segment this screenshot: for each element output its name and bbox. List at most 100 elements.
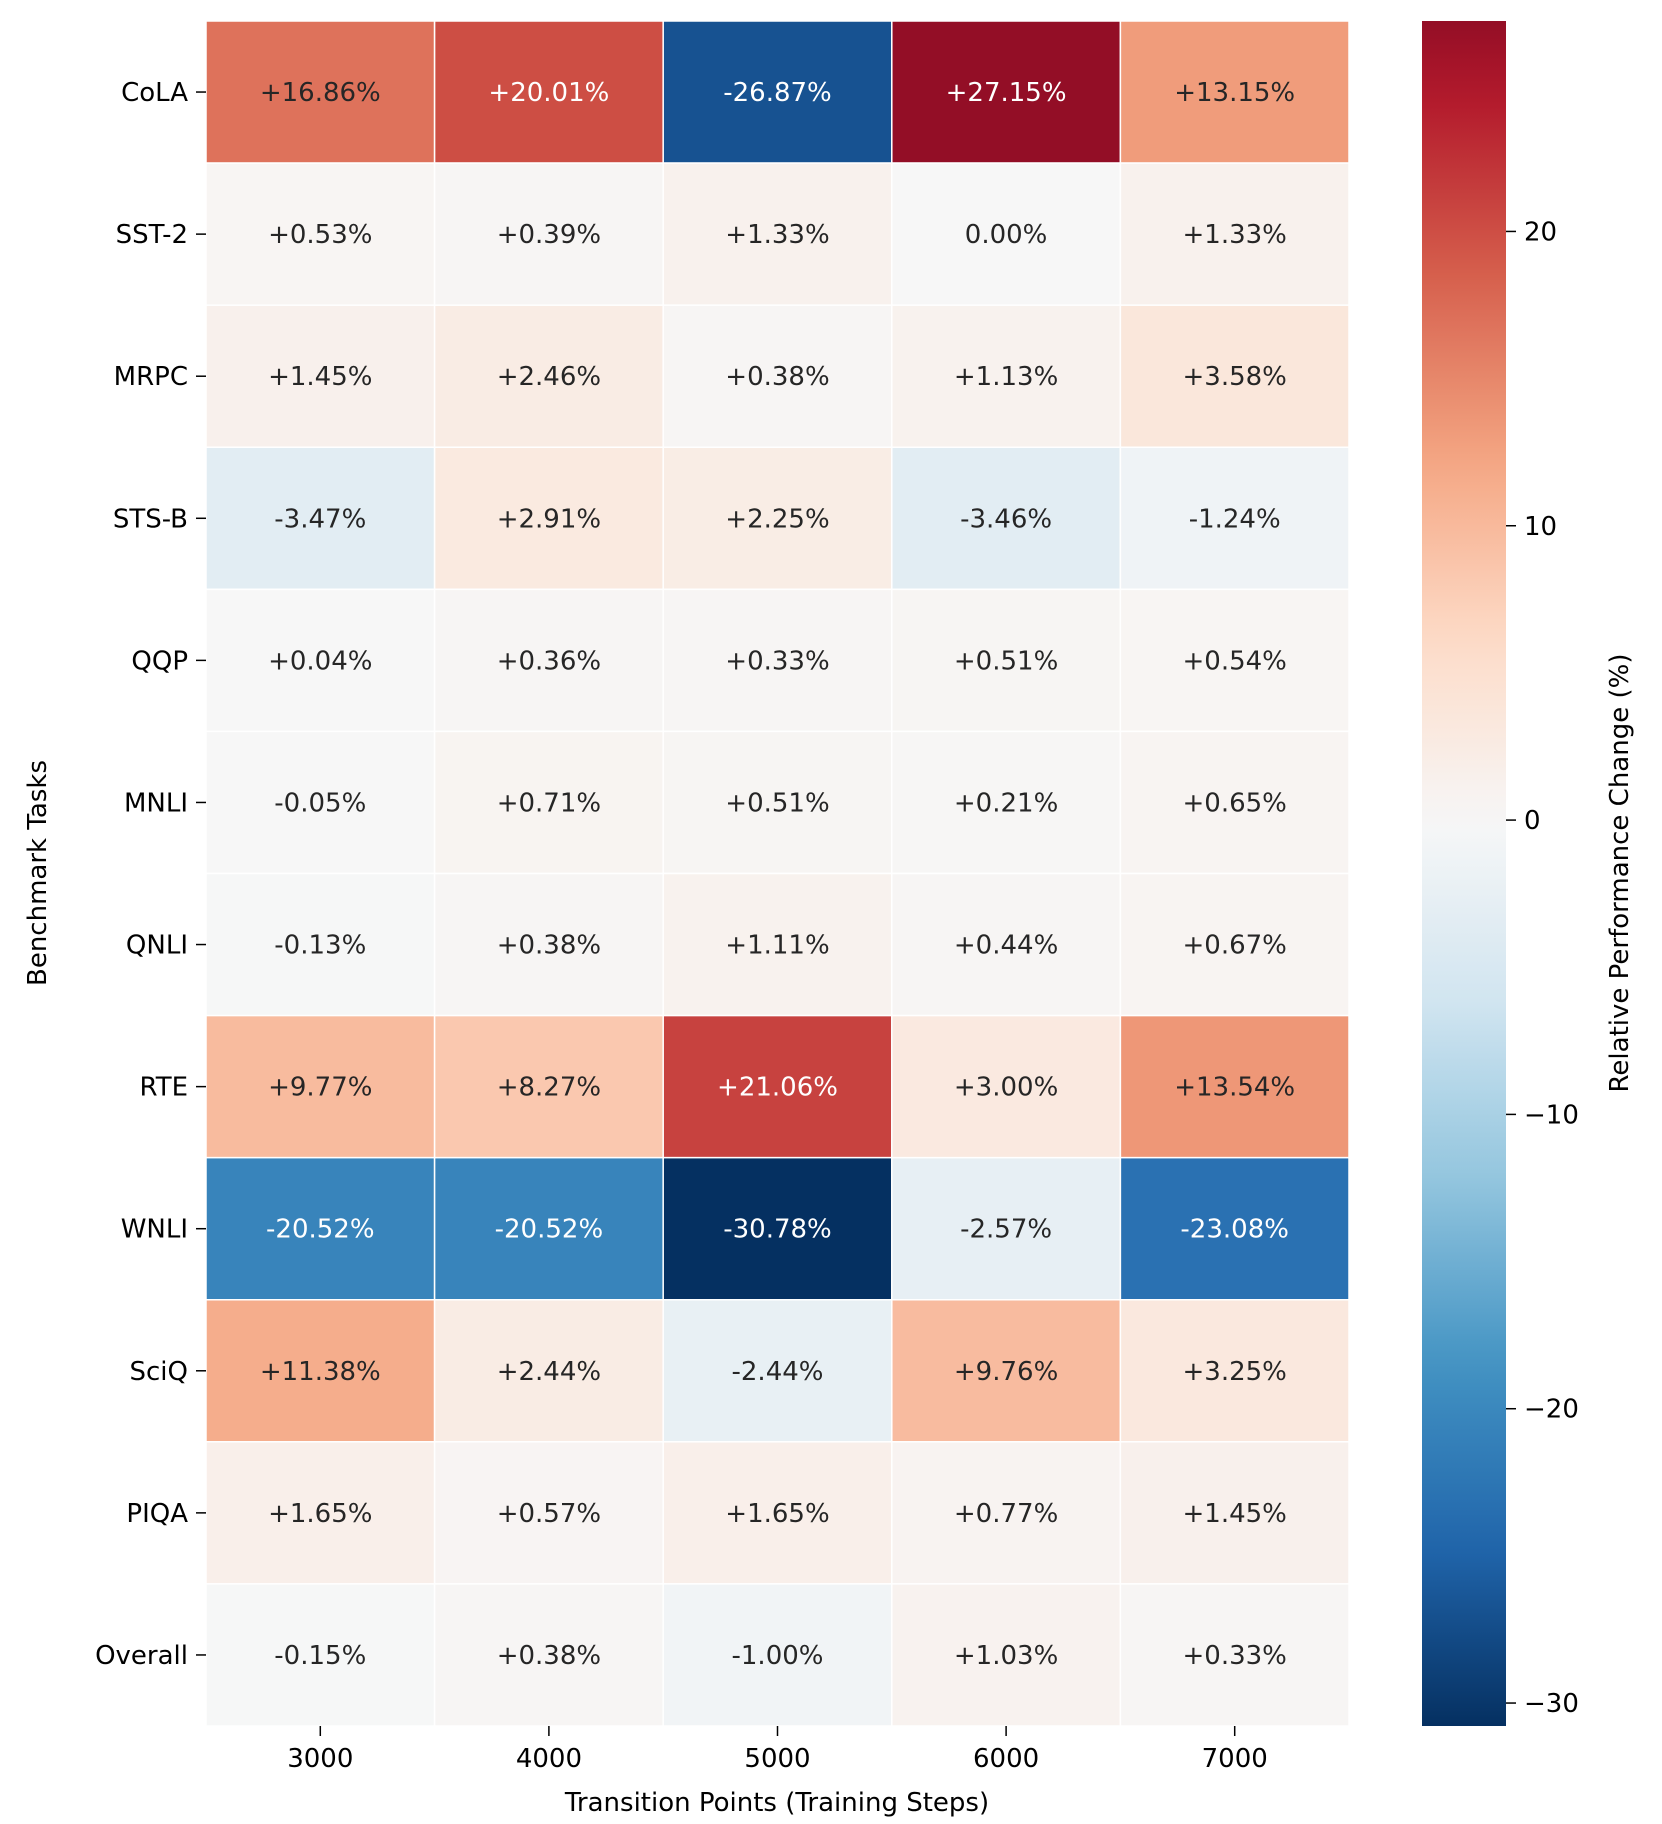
colorbar-tick-label: −10 (1524, 1100, 1579, 1130)
x-axis-ticks: 3000 4000 5000 6000 7000 (287, 1726, 1268, 1774)
heatmap-cell (433, 1299, 664, 1443)
cell-value-label: +0.39% (497, 220, 601, 250)
cell-value-label: +0.04% (268, 646, 372, 676)
cell-value-label: +1.11% (725, 931, 829, 961)
heatmap-cell (662, 446, 893, 591)
heatmap-cell (662, 304, 893, 448)
heatmap-cell (662, 1441, 893, 1585)
x-tick-label: 3000 (287, 1744, 353, 1774)
heatmap-cell (662, 730, 893, 875)
cell-value-label: -2.57% (960, 1215, 1052, 1245)
cell-value-label: +13.54% (1174, 1073, 1295, 1103)
heatmap-cell (1119, 588, 1350, 733)
x-tick-label: 5000 (744, 1744, 810, 1774)
heatmap-cell (891, 446, 1122, 591)
cell-value-label: +0.67% (1183, 931, 1287, 961)
cell-value-label: -3.47% (274, 504, 366, 534)
cell-value-label: +20.01% (488, 78, 609, 108)
cell-value-label: +1.65% (725, 1499, 829, 1529)
cell-value-label: +0.44% (954, 931, 1058, 961)
y-tick-label: RTE (140, 1073, 188, 1103)
y-tick-label: SciQ (130, 1357, 189, 1387)
heatmap-cell (1119, 872, 1350, 1017)
heatmap-cell (433, 20, 664, 164)
cell-value-label: +0.33% (725, 646, 829, 676)
x-tick-label: 4000 (516, 1744, 582, 1774)
cell-value-label: +3.58% (1183, 362, 1287, 392)
colorbar (1422, 21, 1506, 1726)
cell-value-label: +0.21% (954, 788, 1058, 818)
cell-value-label: +0.33% (1183, 1641, 1287, 1671)
x-tick-label: 6000 (973, 1744, 1039, 1774)
cell-value-label: -0.15% (274, 1641, 366, 1671)
heatmap-cell (1119, 20, 1350, 164)
cell-value-label: -0.13% (274, 931, 366, 961)
colorbar-tick-label: 20 (1524, 217, 1557, 247)
heatmap-cell (662, 1014, 893, 1159)
colorbar-tick-label: −20 (1524, 1395, 1579, 1425)
heatmap-cell (1119, 162, 1350, 306)
cell-value-label: +1.33% (1183, 220, 1287, 250)
cell-value-label: +8.27% (497, 1073, 601, 1103)
heatmap-cell (433, 588, 664, 733)
heatmap-cell (433, 304, 664, 448)
heatmap-cell (891, 1299, 1122, 1443)
cell-value-label: +3.25% (1183, 1357, 1287, 1387)
heatmap-cell (891, 1014, 1122, 1159)
cell-value-label: +2.91% (497, 504, 601, 534)
heatmap-cell (205, 1441, 436, 1585)
cell-value-label: +27.15% (946, 78, 1067, 108)
cell-value-label: -0.05% (274, 788, 366, 818)
y-tick-label: CoLA (121, 78, 188, 108)
heatmap-cell (891, 730, 1122, 875)
heatmap-cell (433, 1014, 664, 1159)
y-tick-label: Overall (95, 1641, 188, 1671)
y-axis-label: Benchmark Tasks (23, 760, 53, 986)
y-tick-label: QNLI (126, 931, 188, 961)
heatmap-cell (205, 20, 436, 164)
heatmap-cell (662, 1299, 893, 1443)
cell-value-label: +16.86% (260, 78, 381, 108)
heatmap-cell (1119, 1156, 1350, 1301)
cell-value-label: +0.57% (497, 1499, 601, 1529)
cell-value-label: +1.03% (954, 1641, 1058, 1671)
cell-value-label: +13.15% (1174, 78, 1295, 108)
heatmap-cell (205, 588, 436, 733)
cell-value-label: +0.54% (1183, 646, 1287, 676)
cell-value-label: -20.52% (266, 1215, 375, 1245)
heatmap-cell (891, 1583, 1122, 1727)
cell-value-label: +0.36% (497, 646, 601, 676)
colorbar-label: Relative Performance Change (%) (1605, 654, 1635, 1093)
y-axis-ticks: CoLA SST-2 MRPC STS-B QQP MNLI QNLI RTE WNLI SciQ… (95, 78, 206, 1671)
heatmap-cell (1119, 304, 1350, 448)
heatmap-cell (662, 162, 893, 306)
cell-value-label: +3.00% (954, 1073, 1058, 1103)
cell-value-label: +0.38% (497, 931, 601, 961)
heatmap-cell (891, 1441, 1122, 1585)
heatmap-cell (205, 1299, 436, 1443)
cell-value-label: +0.51% (954, 646, 1058, 676)
y-tick-label: WNLI (121, 1215, 188, 1245)
cell-value-label: +2.25% (725, 504, 829, 534)
cell-value-label: +11.38% (260, 1357, 381, 1387)
cell-value-label: -23.08% (1180, 1215, 1289, 1245)
colorbar-tick-label: −30 (1524, 1689, 1579, 1719)
cell-value-label: +2.44% (497, 1357, 601, 1387)
y-tick-label: STS-B (113, 504, 188, 534)
heatmap-cell (662, 1156, 893, 1301)
cell-value-label: -3.46% (960, 504, 1052, 534)
heatmap-cell (1119, 1014, 1350, 1159)
heatmap-cell (1119, 446, 1350, 591)
heatmap-cell (662, 20, 893, 164)
cell-value-label: -1.24% (1189, 504, 1281, 534)
cell-value-label: -1.00% (732, 1641, 824, 1671)
cell-value-label: +0.71% (497, 788, 601, 818)
heatmap-cell (433, 730, 664, 875)
x-tick-label: 7000 (1202, 1744, 1268, 1774)
cell-value-label: -20.52% (495, 1215, 604, 1245)
cell-value-label: 0.00% (965, 220, 1048, 250)
cell-value-label: +21.06% (717, 1073, 838, 1103)
heatmap-cell (205, 1583, 436, 1727)
y-tick-label: QQP (131, 646, 188, 676)
